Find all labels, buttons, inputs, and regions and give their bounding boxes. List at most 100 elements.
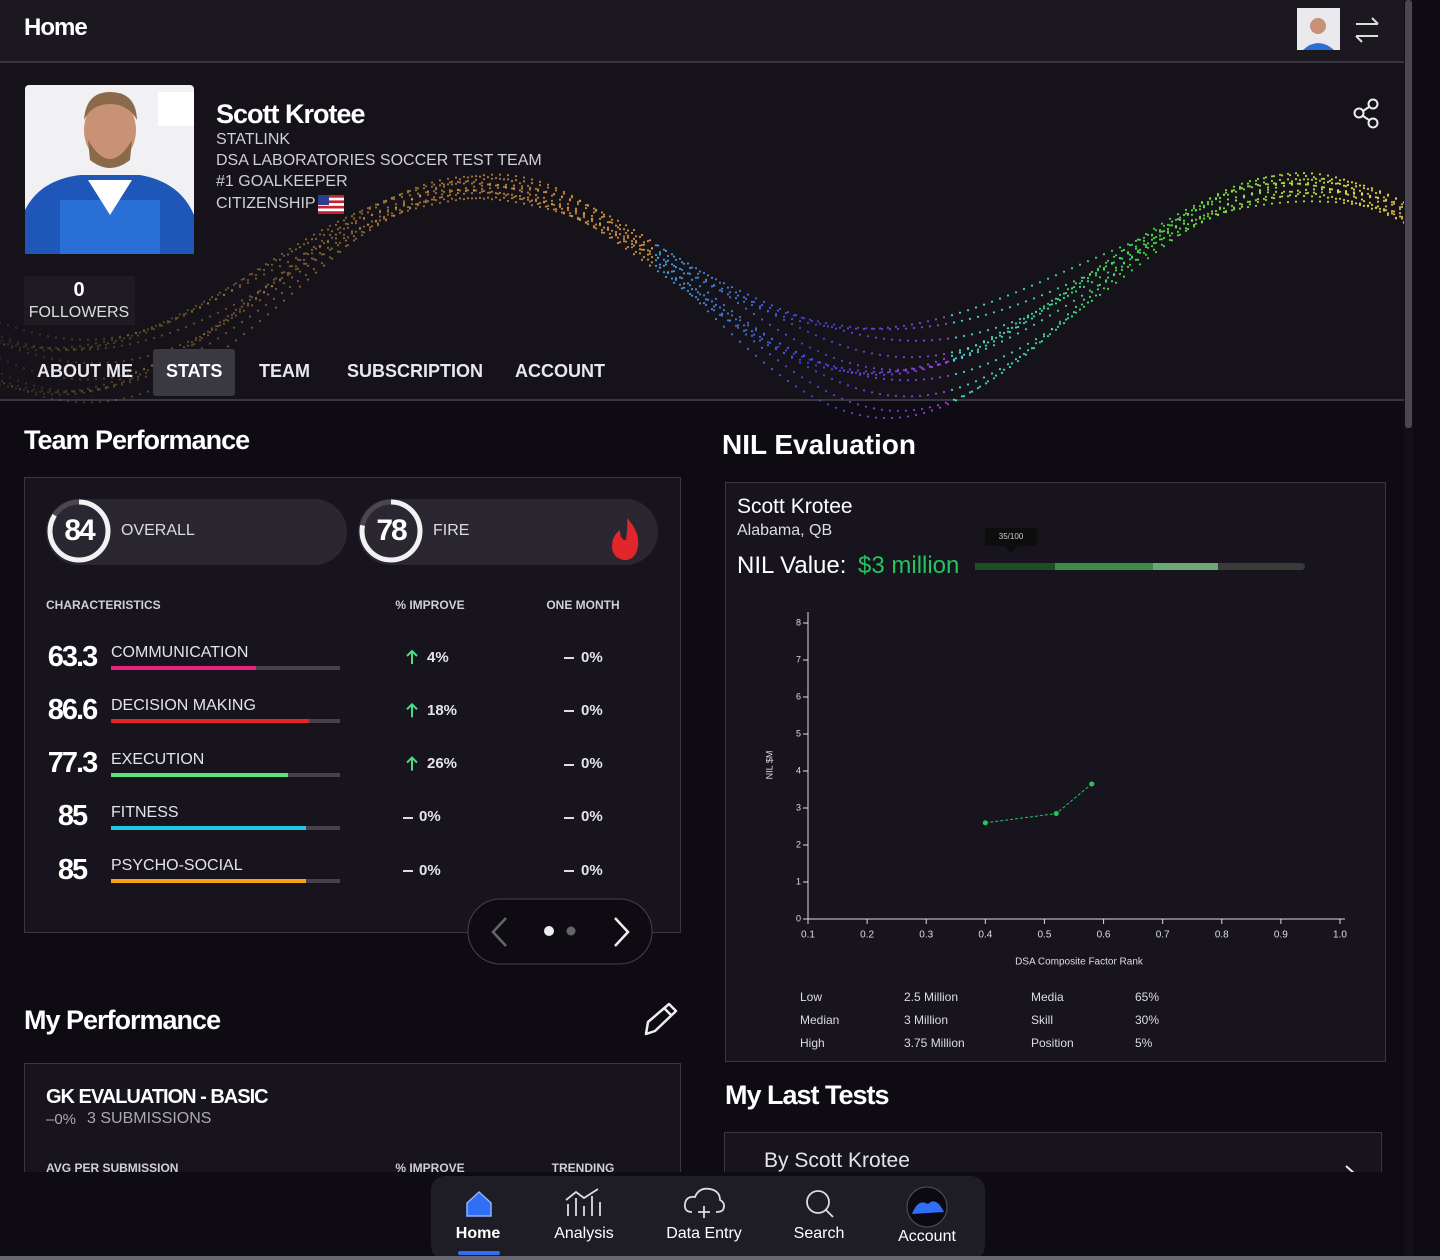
nil-table-cell: 5% — [1135, 1036, 1153, 1050]
profile-tab[interactable]: ACCOUNT — [515, 361, 605, 381]
x-tick-label: 0.9 — [1274, 930, 1288, 941]
y-tick-label: 5 — [796, 728, 801, 738]
player-position: #1 GOALKEEPER — [216, 173, 348, 190]
section-title: NIL Evaluation — [722, 429, 916, 460]
score-ring — [47, 499, 111, 563]
profile-tab[interactable]: SUBSCRIPTION — [347, 361, 484, 381]
column-header: % IMPROVE — [395, 1161, 465, 1175]
characteristic-name: DECISION MAKING — [111, 697, 256, 715]
test-item: By Scott Krotee — [764, 1148, 910, 1172]
x-tick-label: 0.1 — [801, 930, 815, 941]
nil-table-cell: 3 Million — [904, 1013, 949, 1027]
nav-item[interactable]: Account — [898, 1228, 956, 1245]
x-tick-label: 0.4 — [978, 930, 992, 941]
section-title: My Last Tests — [725, 1079, 890, 1110]
x-tick-label: 0.7 — [1156, 930, 1170, 941]
nil-point — [1053, 811, 1059, 817]
nil-table-cell: 2.5 Million — [904, 990, 959, 1004]
y-tick-label: 2 — [796, 839, 801, 849]
nil-name: Scott Krotee — [737, 494, 853, 518]
improve-value: 0% — [419, 861, 441, 879]
evaluation-submissions: 3 SUBMISSIONS — [87, 1110, 212, 1127]
nil-line — [985, 783, 1093, 824]
y-axis-label: NIL $M — [764, 751, 774, 780]
characteristic-name: COMMUNICATION — [111, 644, 249, 661]
nav-item[interactable]: Home — [455, 1225, 501, 1242]
trend-up-icon — [406, 649, 418, 664]
nil-table-cell: 3.75 Million — [904, 1036, 965, 1050]
nil-table-cell: Median — [800, 1013, 840, 1027]
improve-value: 0% — [419, 808, 441, 826]
nil-table-cell: Skill — [1031, 1013, 1054, 1027]
nav-item[interactable]: Search — [793, 1225, 845, 1242]
trend-flat-icon — [403, 816, 413, 819]
nav-item[interactable]: Analysis — [554, 1225, 614, 1242]
score-bar — [111, 719, 310, 724]
section-title: Team Performance — [24, 424, 250, 455]
player-citizenship: CITIZENSHIP — [216, 195, 316, 212]
one-month-value: 0% — [581, 861, 603, 879]
nil-table-cell: 30% — [1135, 1013, 1160, 1027]
nil-rank: 35/100 — [998, 532, 1024, 541]
characteristic-score: 85 — [57, 853, 88, 886]
score-label: FIRE — [433, 522, 470, 539]
y-tick-label: 3 — [796, 802, 801, 812]
followers-count: 0 — [73, 279, 85, 301]
followers-label: FOLLOWERS — [28, 304, 130, 321]
x-tick-label: 0.8 — [1215, 930, 1229, 941]
y-tick-label: 7 — [796, 654, 801, 664]
trend-flat-icon — [403, 870, 413, 873]
column-header: AVG PER SUBMISSION — [46, 1161, 179, 1175]
column-header: CHARACTERISTICS — [46, 598, 161, 612]
y-tick-label: 1 — [796, 876, 801, 886]
x-tick-label: 0.3 — [919, 930, 933, 941]
x-axis-label: DSA Composite Factor Rank — [1015, 957, 1144, 968]
player-org: STATLINK — [216, 131, 291, 148]
characteristic-score: 85 — [57, 800, 88, 833]
profile-tab[interactable]: TEAM — [259, 361, 310, 381]
y-tick-label: 6 — [796, 691, 801, 701]
y-tick-label: 0 — [796, 913, 801, 923]
trend-flat-icon — [564, 763, 574, 766]
characteristic-name: PSYCHO-SOCIAL — [111, 857, 243, 875]
nil-table-cell: Position — [1031, 1036, 1074, 1050]
nil-table-cell: 65% — [1135, 990, 1160, 1004]
trend-flat-icon — [564, 870, 574, 873]
characteristic-name: EXECUTION — [111, 750, 205, 768]
y-tick-label: 4 — [796, 765, 801, 775]
player-name: Scott Krotee — [216, 98, 366, 129]
column-header: ONE MONTH — [546, 598, 620, 612]
score-value: 84 — [64, 514, 95, 547]
score-value: 78 — [376, 514, 407, 547]
one-month-value: 0% — [581, 701, 603, 719]
characteristic-score: 63.3 — [47, 640, 98, 673]
trend-flat-icon — [564, 657, 574, 659]
nav-item[interactable]: Data Entry — [666, 1225, 742, 1242]
characteristic-score: 86.6 — [47, 693, 98, 726]
column-header: TRENDING — [551, 1161, 615, 1175]
one-month-value: 0% — [581, 755, 603, 773]
profile-tab[interactable]: ABOUT ME — [37, 361, 133, 381]
player-team: DSA LABORATORIES SOCCER TEST TEAM — [216, 152, 542, 169]
characteristic-score: 77.3 — [47, 747, 98, 780]
x-tick-label: 0.6 — [1097, 930, 1111, 941]
column-header: % IMPROVE — [395, 598, 465, 612]
improve-value: 26% — [427, 755, 458, 773]
one-month-value: 0% — [581, 808, 603, 826]
nil-table-cell: Low — [800, 990, 823, 1004]
nil-value: $3 million — [858, 552, 960, 579]
nil-table-cell: Media — [1031, 990, 1064, 1004]
score-label: OVERALL — [121, 522, 195, 539]
one-month-value: 0% — [581, 648, 603, 666]
improve-value: 18% — [427, 701, 458, 719]
trend-up-icon — [406, 702, 418, 718]
nil-point — [1089, 781, 1095, 787]
page-title: Home — [24, 14, 88, 41]
trend-flat-icon — [564, 710, 574, 713]
score-bar — [111, 825, 306, 830]
viewport-bottom — [0, 1172, 1405, 1260]
trend-up-icon — [406, 756, 418, 771]
nil-location: Alabama, QB — [737, 522, 833, 539]
profile-tab[interactable]: STATS — [166, 361, 223, 381]
